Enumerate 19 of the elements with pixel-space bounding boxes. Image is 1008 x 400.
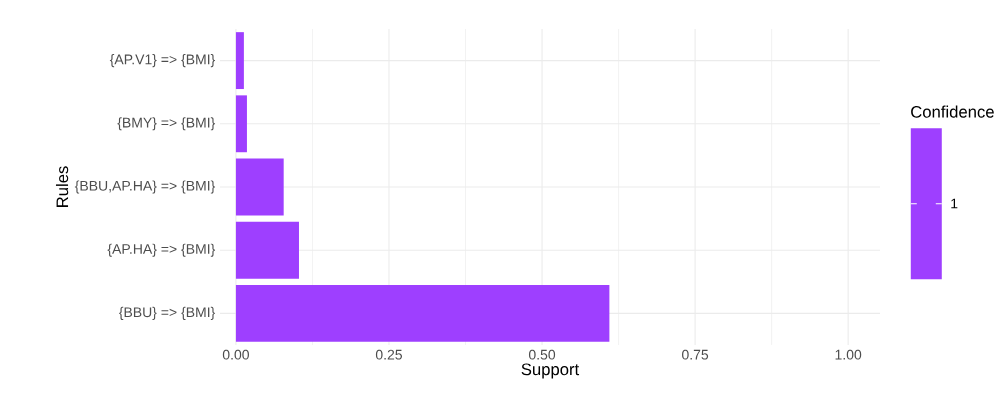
text: 1 xyxy=(951,198,958,209)
x-tick-label: 1.00 xyxy=(835,349,862,360)
x-tick-label: 0.25 xyxy=(375,349,403,360)
bar xyxy=(235,32,244,90)
y-tick-label: {BBU} => {BMI} xyxy=(119,306,216,320)
y-tick-label: {BBU,AP.HA} => {BMI} xyxy=(74,180,216,194)
y-tick-label: {AP.HA} => {BMI} xyxy=(107,243,216,257)
y-tick-label: {BMY} => {BMI} xyxy=(117,117,216,131)
y-tick-label: {AP.V1} => {BMI} xyxy=(109,54,216,68)
x-tick-label: 0.50 xyxy=(528,349,556,360)
bar xyxy=(235,158,284,216)
x-tick-label: 0.75 xyxy=(682,349,709,360)
bar xyxy=(235,221,299,279)
y-axis-title: Rules xyxy=(55,166,69,207)
x-tick-label: 0.00 xyxy=(222,349,249,360)
bar xyxy=(235,284,610,342)
legend-title: Confidence xyxy=(911,105,994,118)
x-axis-title: Support xyxy=(521,363,580,379)
bar xyxy=(235,95,247,153)
